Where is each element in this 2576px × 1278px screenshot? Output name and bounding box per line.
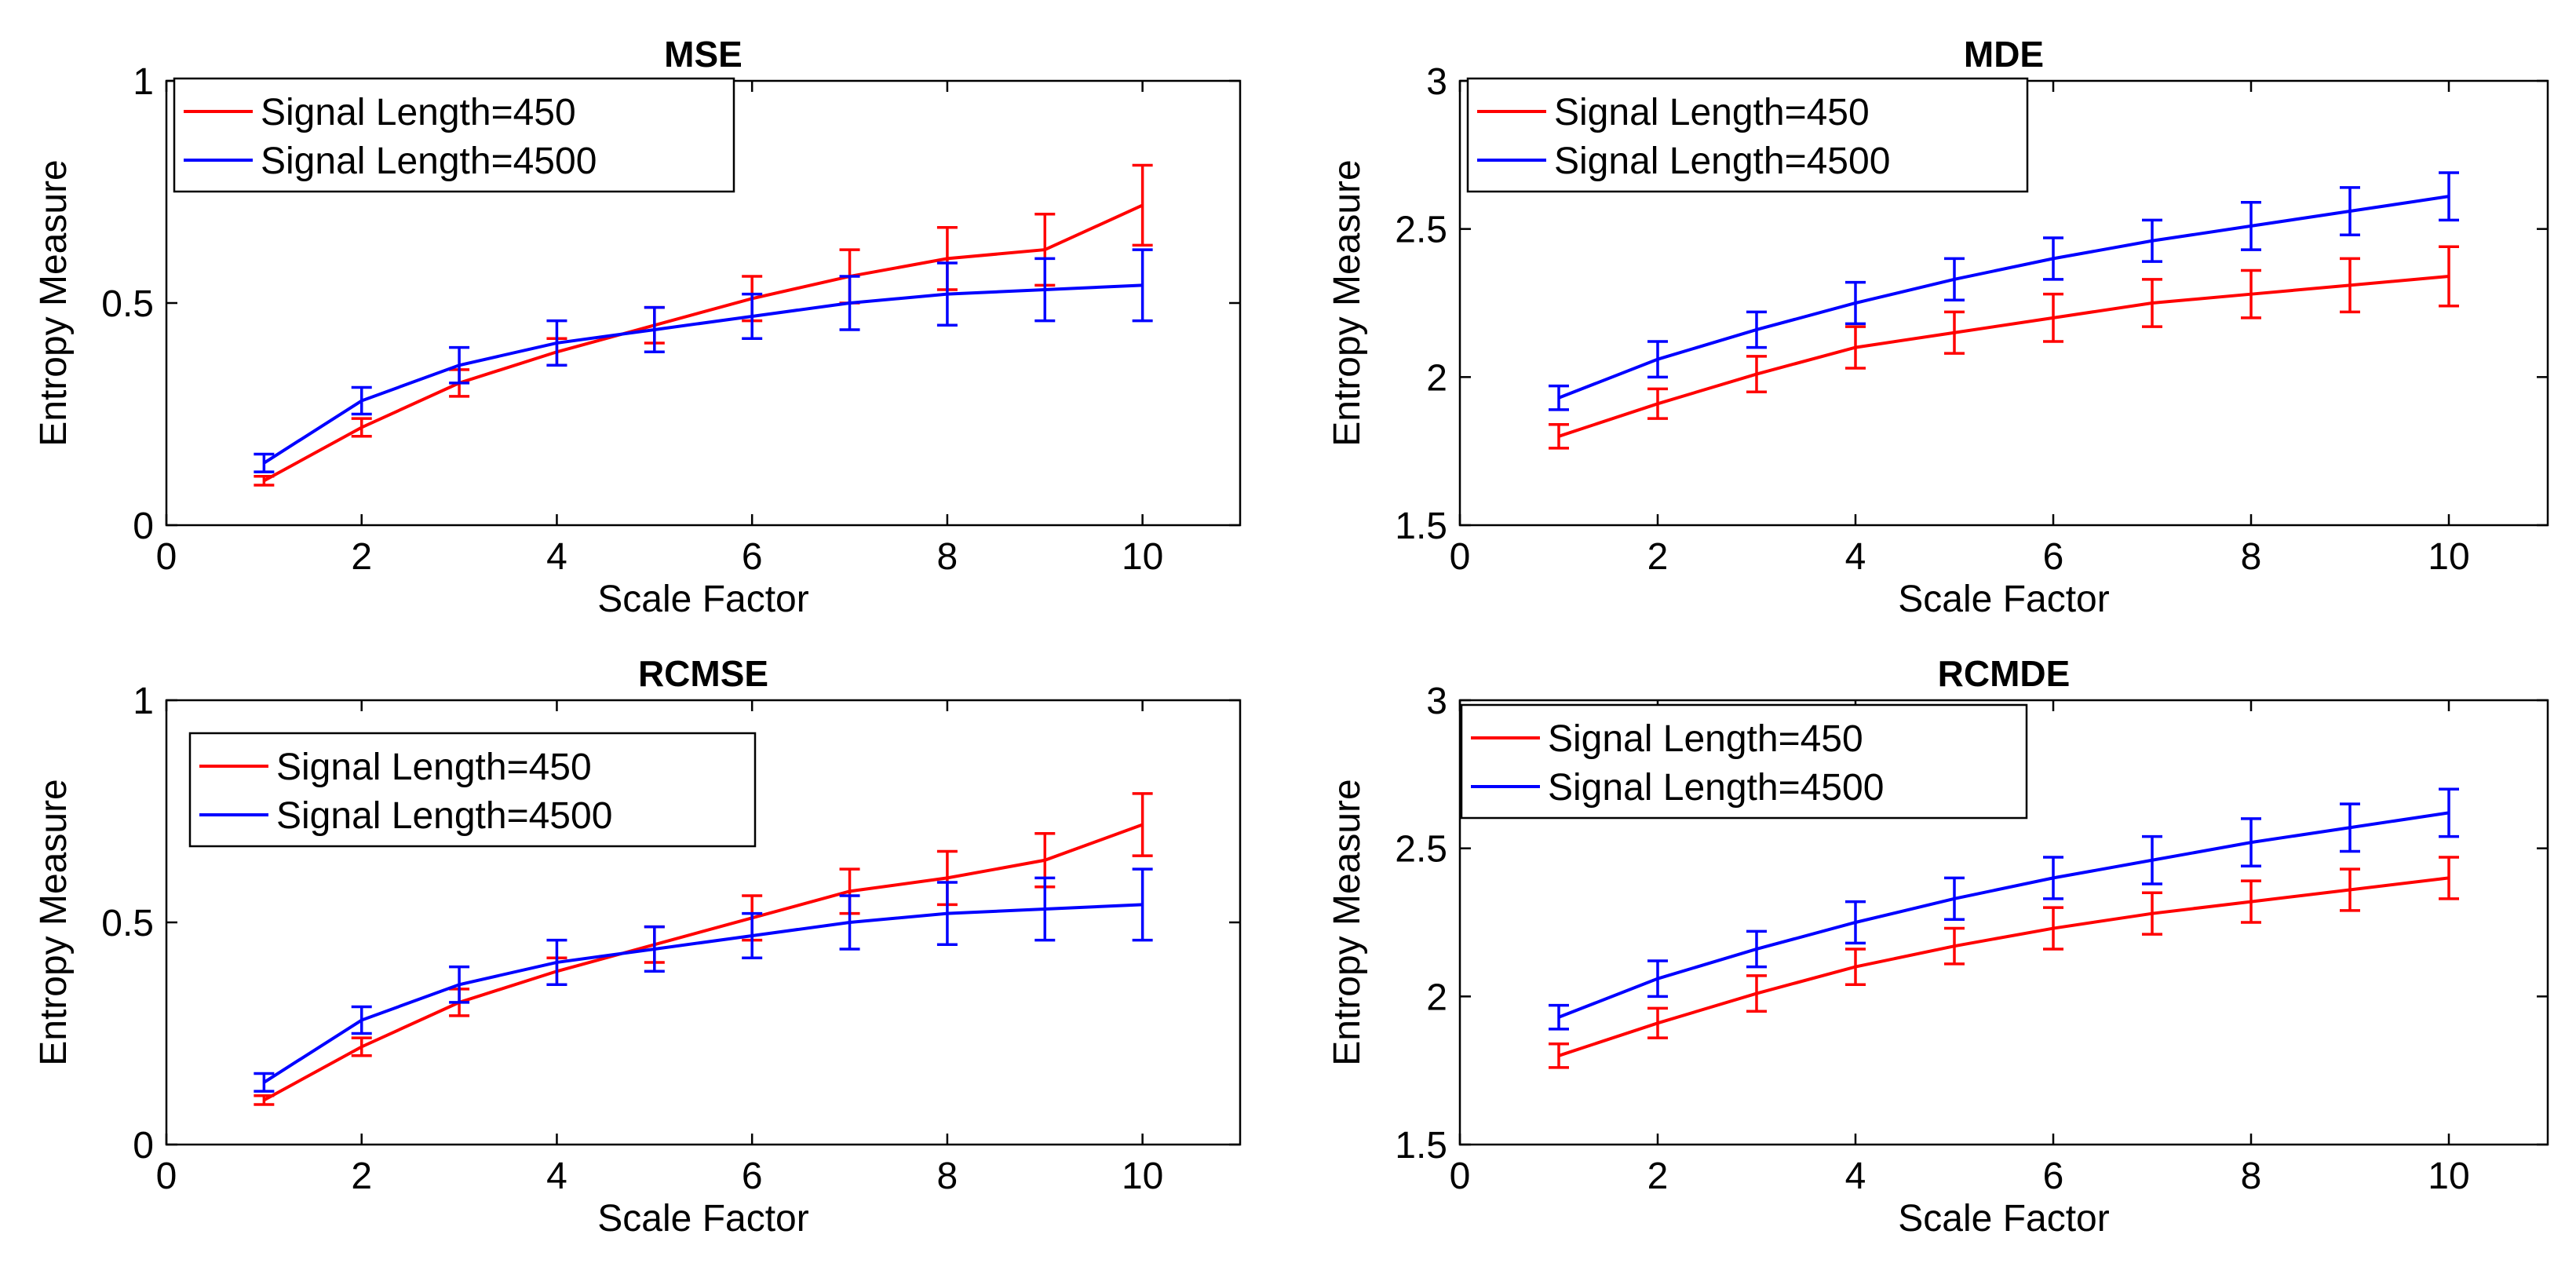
legend: Signal Length=450 Signal Length=4500 — [1460, 703, 2028, 820]
legend-entry: Signal Length=4500 — [261, 141, 597, 182]
x-tick-label: 8 — [937, 1156, 958, 1197]
y-tick-label: 0.5 — [101, 283, 154, 325]
x-tick-label: 2 — [1647, 536, 1669, 578]
series-line — [1558, 275, 2450, 438]
legend-box — [188, 732, 757, 848]
x-tick-label: 8 — [2241, 536, 2262, 578]
legend-box — [1460, 703, 2028, 820]
x-tick-label: 6 — [742, 536, 763, 578]
series-line — [263, 823, 1144, 1102]
series-signal-length-4500 — [254, 867, 1153, 1093]
y-tick-label: 1 — [133, 61, 154, 103]
legend-entry: Signal Length=4500 — [1554, 141, 1890, 182]
x-tick-label: 10 — [2428, 536, 2469, 578]
legend-entry: Signal Length=450 — [1548, 718, 1863, 760]
x-tick-label: 8 — [937, 536, 958, 578]
y-axis-label: Entropy Measure — [33, 779, 75, 1066]
series-line — [1558, 195, 2450, 400]
x-tick-label: 0 — [1450, 1156, 1471, 1197]
x-axis-label: Scale Factor — [597, 579, 808, 620]
x-axis-label: Scale Factor — [1898, 1198, 2109, 1240]
x-tick-label: 6 — [742, 1156, 763, 1197]
chart-title: MDE — [1964, 34, 2044, 75]
x-tick-label: 2 — [351, 1156, 372, 1197]
x-tick-label: 0 — [1450, 536, 1471, 578]
y-tick-label: 1.5 — [1395, 1125, 1447, 1167]
x-tick-label: 0 — [156, 536, 177, 578]
chart-title: RCMSE — [638, 653, 768, 694]
legend: Signal Length=450 Signal Length=4500 — [1466, 77, 2029, 193]
x-axis-label: Scale Factor — [1898, 579, 2109, 620]
series-signal-length-4500 — [254, 248, 1153, 473]
series-line — [263, 203, 1144, 483]
y-tick-label: 2 — [1426, 357, 1447, 399]
x-tick-label: 10 — [1122, 536, 1163, 578]
legend-box — [1466, 77, 2029, 193]
legend-entry: Signal Length=450 — [276, 747, 592, 788]
y-tick-label: 0.5 — [101, 903, 154, 944]
series-line — [1558, 811, 2450, 1019]
chart-panel-rcmse: RCMSE 0 2 4 6 8 10 0 0.5 1 Scale Factor Entropy Mea… — [33, 653, 1242, 1240]
x-tick-label: 2 — [1647, 1156, 1669, 1197]
legend-entry: Signal Length=450 — [261, 92, 576, 133]
series-signal-length-450 — [1549, 856, 2459, 1069]
x-tick-label: 0 — [156, 1156, 177, 1197]
series-signal-length-4500 — [1549, 171, 2459, 411]
legend-entry: Signal Length=4500 — [1548, 767, 1884, 809]
x-tick-label: 4 — [546, 536, 567, 578]
series-line — [1558, 876, 2450, 1057]
x-tick-label: 4 — [546, 1156, 567, 1197]
chart-title: MSE — [664, 34, 743, 75]
y-tick-label: 1.5 — [1395, 506, 1447, 547]
y-tick-label: 0 — [133, 1125, 154, 1167]
y-tick-label: 2 — [1426, 977, 1447, 1018]
y-tick-label: 3 — [1426, 681, 1447, 722]
y-axis-label: Entropy Measure — [33, 159, 75, 447]
y-tick-label: 0 — [133, 506, 154, 547]
legend: Signal Length=450 Signal Length=4500 — [188, 732, 757, 848]
series-line — [263, 903, 1143, 1084]
series-signal-length-450 — [1549, 245, 2459, 450]
x-tick-label: 4 — [1845, 1156, 1866, 1197]
legend-entry: Signal Length=4500 — [276, 795, 612, 837]
y-tick-label: 2.5 — [1395, 829, 1447, 871]
chart-panel-rcmde: RCMDE 0 2 4 6 8 10 1.5 2 2.5 3 Scale Factor Entropy … — [1326, 653, 2549, 1240]
chart-panel-mse: MSE 0 2 4 6 8 10 0 0.5 1 Scale Factor Entropy Measu… — [33, 34, 1242, 620]
legend-box — [173, 77, 735, 193]
y-axis-label: Entropy Measure — [1326, 159, 1368, 447]
chart-title: RCMDE — [1938, 653, 2071, 694]
y-tick-label: 3 — [1426, 61, 1447, 103]
series-line — [263, 283, 1143, 465]
x-tick-label: 8 — [2241, 1156, 2262, 1197]
y-axis-label: Entropy Measure — [1326, 779, 1368, 1066]
legend: Signal Length=450 Signal Length=4500 — [173, 77, 735, 193]
x-tick-label: 6 — [2043, 536, 2064, 578]
x-tick-label: 6 — [2043, 1156, 2064, 1197]
x-tick-label: 4 — [1845, 536, 1866, 578]
x-tick-label: 2 — [351, 536, 372, 578]
chart-panel-mde: MDE 0 2 4 6 8 10 1.5 2 2.5 3 Scale Factor Entropy Me… — [1326, 34, 2549, 620]
x-tick-label: 10 — [1122, 1156, 1163, 1197]
x-tick-label: 10 — [2428, 1156, 2469, 1197]
legend-entry: Signal Length=450 — [1554, 92, 1870, 133]
x-axis-label: Scale Factor — [597, 1198, 808, 1240]
y-tick-label: 1 — [133, 681, 154, 722]
series-signal-length-4500 — [1549, 787, 2459, 1031]
y-tick-label: 2.5 — [1395, 210, 1447, 251]
